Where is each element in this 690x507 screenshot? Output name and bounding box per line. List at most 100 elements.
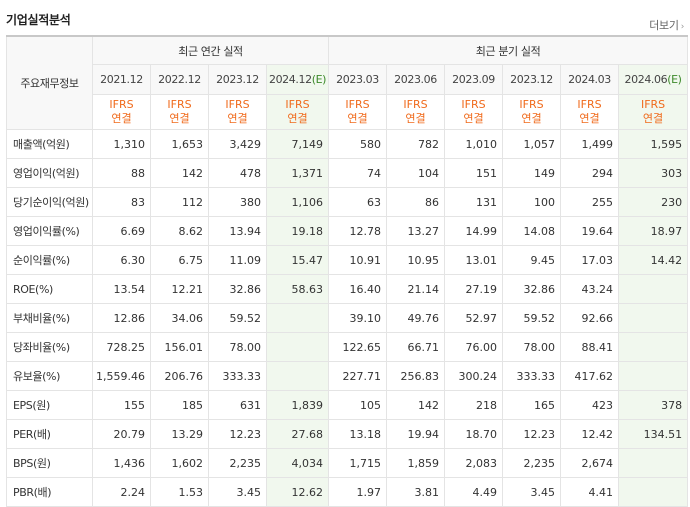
table-cell: 12.62	[265, 477, 330, 507]
row-label: 당좌비율(%)	[6, 332, 93, 362]
financial-table: 주요재무정보 최근 연간 실적 최근 분기 실적 2021.12 2022.12 2…	[6, 35, 689, 507]
table-cell: 1,106	[265, 187, 330, 217]
table-row: 영업이익(억원) 88 142 478 1,371 74 104 151 149 294 303	[6, 158, 689, 188]
table-cell: 151	[444, 158, 504, 188]
table-cell: 63	[328, 187, 388, 217]
table-cell: 6.69	[92, 216, 151, 246]
standard-ifrs: IFRS	[640, 98, 666, 111]
table-cell: 32.86	[208, 274, 267, 304]
table-cell: 11.09	[208, 245, 267, 275]
table-cell: 4.49	[444, 477, 504, 507]
period-header: 2023.09	[444, 64, 504, 95]
table-cell: 580	[328, 129, 388, 159]
standard-consolidated: 연결	[642, 112, 664, 125]
more-label: 더보기	[649, 19, 679, 32]
table-cell: 1,010	[444, 129, 504, 159]
table-cell: 227.71	[328, 361, 388, 391]
period-header: 2023.06	[386, 64, 446, 95]
table-cell: 2.24	[92, 477, 151, 507]
table-cell	[265, 332, 330, 362]
more-link[interactable]: 더보기 ›	[649, 17, 684, 33]
table-cell: 294	[560, 158, 620, 188]
table-cell: 417.62	[560, 361, 620, 391]
table-row: EPS(원) 155 185 631 1,839 105 142 218 165 423 378	[6, 390, 689, 420]
table-row: BPS(원) 1,436 1,602 2,235 4,034 1,715 1,859 2,08…	[6, 448, 689, 478]
standard-ifrs: IFRS	[403, 98, 428, 111]
table-cell: 6.75	[150, 245, 209, 275]
table-cell: 142	[150, 158, 209, 188]
table-row: 당좌비율(%) 728.25 156.01 78.00 122.65 66.71 76.00…	[6, 332, 689, 362]
table-cell: 155	[92, 390, 151, 420]
standard-ifrs: IFRS	[577, 98, 602, 111]
estimate-mark: (E)	[667, 73, 682, 86]
row-label: ROE(%)	[6, 274, 93, 304]
table-cell: 12.86	[92, 303, 151, 333]
table-cell: 78.00	[208, 332, 267, 362]
table-cell: 74	[328, 158, 388, 188]
table-cell: 8.62	[150, 216, 209, 246]
table-cell: 112	[150, 187, 209, 217]
period-label: 2024.06	[624, 73, 668, 86]
table-cell: 206.76	[150, 361, 209, 391]
table-cell: 18.70	[444, 419, 504, 449]
table-cell: 14.08	[502, 216, 562, 246]
table-cell: 1,436	[92, 448, 151, 478]
table-cell: 6.30	[92, 245, 151, 275]
table-cell: 27.68	[265, 419, 330, 449]
accounting-standard: IFRS 연결	[386, 94, 446, 130]
table-cell: 300.24	[444, 361, 504, 391]
standard-ifrs: IFRS	[109, 98, 134, 111]
table-cell: 78.00	[502, 332, 562, 362]
table-cell: 2,235	[208, 448, 267, 478]
period-label: 2021.12	[100, 73, 143, 86]
table-cell: 1,859	[386, 448, 446, 478]
table-cell: 378	[618, 390, 689, 420]
period-label: 2023.09	[452, 73, 495, 86]
period-label: 2022.12	[158, 73, 201, 86]
table-cell: 104	[386, 158, 446, 188]
table-cell: 333.33	[502, 361, 562, 391]
standard-ifrs: IFRS	[461, 98, 486, 111]
chevron-right-icon: ›	[680, 22, 685, 32]
period-label: 2023.03	[336, 73, 379, 86]
table-cell: 15.47	[265, 245, 330, 275]
table-cell: 18.97	[618, 216, 689, 246]
table-cell: 3.45	[502, 477, 562, 507]
table-cell: 14.42	[618, 245, 689, 275]
table-cell: 3.81	[386, 477, 446, 507]
table-cell: 1,653	[150, 129, 209, 159]
table-cell: 4.41	[560, 477, 620, 507]
table-cell: 1,595	[618, 129, 689, 159]
table-cell: 32.86	[502, 274, 562, 304]
table-cell: 34.06	[150, 303, 209, 333]
table-cell: 423	[560, 390, 620, 420]
table-cell: 631	[208, 390, 267, 420]
table-cell	[618, 448, 689, 478]
table-cell	[618, 477, 689, 507]
accounting-standard: IFRS 연결	[444, 94, 504, 130]
accounting-standard: IFRS 연결	[560, 94, 620, 130]
standard-consolidated: 연결	[579, 112, 600, 125]
estimate-mark: (E)	[311, 73, 327, 86]
table-cell: 88.41	[560, 332, 620, 362]
table-cell: 156.01	[150, 332, 209, 362]
table-cell: 12.23	[208, 419, 267, 449]
table-row: 부채비율(%) 12.86 34.06 59.52 39.10 49.76 52.97 59.…	[6, 303, 689, 333]
table-cell: 13.18	[328, 419, 388, 449]
table-cell: 256.83	[386, 361, 446, 391]
table-cell: 7,149	[265, 129, 330, 159]
row-label: BPS(원)	[6, 448, 93, 478]
table-cell: 142	[386, 390, 446, 420]
table-cell: 1,310	[92, 129, 151, 159]
standard-ifrs: IFRS	[285, 98, 310, 111]
table-cell: 2,674	[560, 448, 620, 478]
corner-label: 주요재무정보	[6, 35, 93, 130]
accounting-standard: IFRS 연결	[208, 94, 267, 130]
table-cell: 88	[92, 158, 151, 188]
table-cell	[618, 274, 689, 304]
period-label: 2024.12	[268, 73, 312, 86]
table-cell: 83	[92, 187, 151, 217]
table-cell: 165	[502, 390, 562, 420]
table-cell: 105	[328, 390, 388, 420]
period-label: 2024.03	[568, 73, 611, 86]
